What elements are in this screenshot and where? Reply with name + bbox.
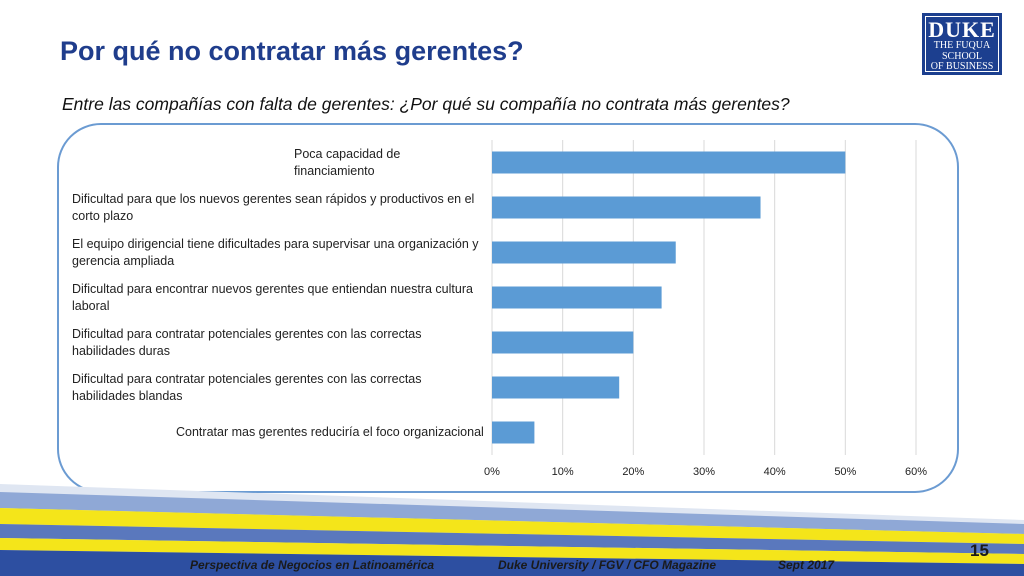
x-tick-label: 40% [763, 466, 786, 478]
x-tick-label: 20% [622, 466, 645, 478]
logo-line-4: OF BUSINESS [930, 61, 994, 72]
bar [492, 331, 634, 354]
category-label: Dificultad para encontrar nuevos gerente… [72, 281, 473, 313]
chart-frame [57, 123, 959, 493]
x-tick-label: 10% [551, 466, 574, 478]
logo-line-1: DUKE [928, 17, 996, 42]
footer-right: Sept 2017 [778, 558, 835, 572]
slide-title: Por qué no contratar más gerentes? [60, 36, 524, 66]
footer-decoration [0, 484, 1024, 576]
bar [492, 421, 535, 444]
x-tick-label: 60% [904, 466, 928, 478]
logo-line-3: SCHOOL [941, 50, 982, 62]
category-label: Dificultad para contratar potenciales ge… [72, 371, 422, 403]
category-label: Dificultad para contratar potenciales ge… [72, 326, 422, 358]
page-number: 15 [970, 541, 989, 560]
logo-line-2: THE FUQUA [933, 40, 991, 51]
footer-left: Perspectiva de Negocios en Latinoamérica [190, 558, 435, 572]
duke-fuqua-logo: DUKE THE FUQUA SCHOOL OF BUSINESS [922, 13, 1002, 75]
x-tick-label: 0% [484, 466, 500, 478]
bar [492, 196, 761, 219]
bar [492, 376, 620, 399]
category-label: Contratar mas gerentes reduciría el foco… [176, 425, 484, 439]
category-label: El equipo dirigencial tiene dificultades… [72, 236, 479, 268]
bar [492, 241, 676, 264]
x-tick-label: 30% [692, 466, 716, 478]
x-tick-label: 50% [834, 466, 857, 478]
bar [492, 286, 662, 309]
category-label: Poca capacidad de financiamiento [294, 146, 401, 178]
footer-center: Duke University / FGV / CFO Magazine [498, 558, 717, 572]
slide-subtitle: Entre las compañías con falta de gerente… [62, 94, 790, 114]
category-label: Dificultad para que los nuevos gerentes … [72, 191, 475, 223]
bar [492, 151, 846, 174]
